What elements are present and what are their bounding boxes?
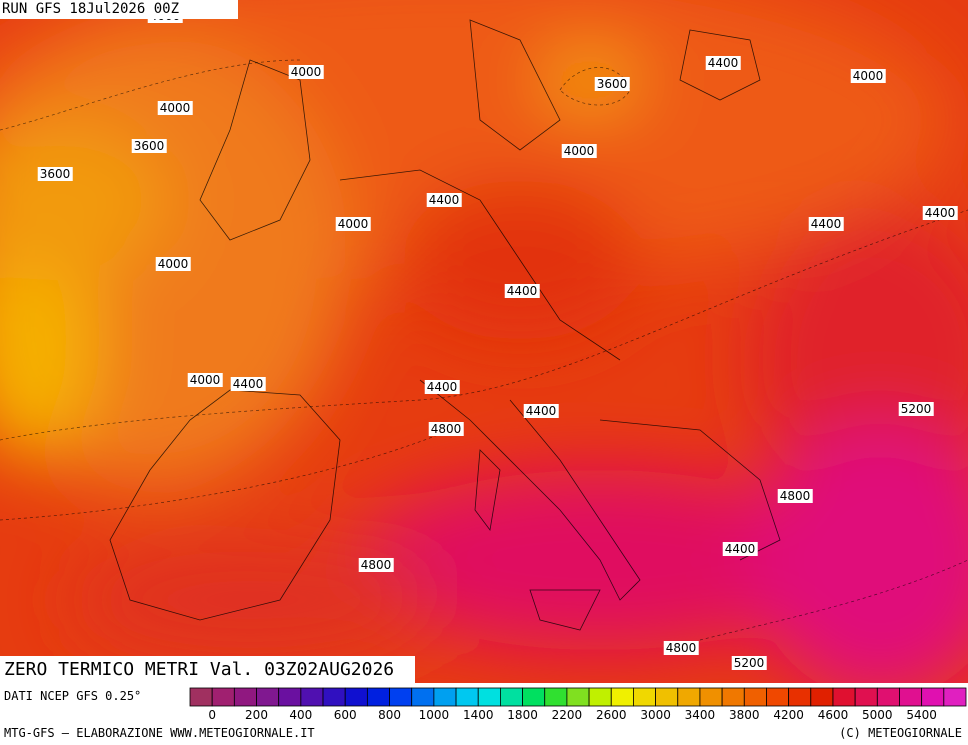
colorbar-label: 3800 — [729, 708, 760, 722]
colorbar-swatch — [854, 687, 878, 707]
colorbar-swatch — [433, 687, 457, 707]
colorbar-label: 0 — [208, 708, 216, 722]
colorbar-label: 3000 — [640, 708, 671, 722]
contour-label: 4800 — [777, 489, 813, 503]
colorbar-swatch — [300, 687, 324, 707]
contour-label: 4000 — [288, 65, 324, 79]
contour-label: 4000 — [155, 257, 191, 271]
contour-label: 4800 — [358, 558, 394, 572]
colorbar-label: 1000 — [419, 708, 450, 722]
colorbar-swatch — [677, 687, 701, 707]
colorbar-swatch — [211, 687, 235, 707]
contour-label: 4000 — [335, 217, 371, 231]
colorbar-label: 1400 — [463, 708, 494, 722]
colorbar-swatch — [921, 687, 945, 707]
colorbar-swatch — [344, 687, 368, 707]
contour-label: 5200 — [898, 402, 934, 416]
contour-label: 4400 — [705, 56, 741, 70]
colorbar-swatch — [899, 687, 923, 707]
colorbar-swatch — [455, 687, 479, 707]
colorbar-label: 800 — [378, 708, 401, 722]
colorbar-swatch — [256, 687, 280, 707]
colorbar-swatch — [610, 687, 634, 707]
colorbar-swatch — [943, 687, 967, 707]
contour-label: 4400 — [230, 377, 266, 391]
contour-label: 4400 — [523, 404, 559, 418]
colorbar-label: 4600 — [818, 708, 849, 722]
colorbar-swatch — [721, 687, 745, 707]
colorbar-swatch — [876, 687, 900, 707]
colorbar-swatch — [566, 687, 590, 707]
contour-label: 4400 — [426, 193, 462, 207]
colorbar-swatch — [743, 687, 767, 707]
colorbar-swatch — [411, 687, 435, 707]
colorbar-swatch — [544, 687, 568, 707]
colorbar-swatch — [477, 687, 501, 707]
colorbar-swatch — [278, 687, 302, 707]
colorbar-swatch — [766, 687, 790, 707]
colorbar-swatch — [633, 687, 657, 707]
colorbar-swatch — [366, 687, 390, 707]
contour-label: 4400 — [424, 380, 460, 394]
colorbar-label: 600 — [334, 708, 357, 722]
colorbar-swatch — [233, 687, 257, 707]
contour-label: 4000 — [561, 144, 597, 158]
map — [0, 0, 968, 683]
colorbar-swatch — [655, 687, 679, 707]
contour-label: 4400 — [922, 206, 958, 220]
colorbar-label: 200 — [245, 708, 268, 722]
contour-label: 4800 — [428, 422, 464, 436]
colorbar-label: 5400 — [906, 708, 937, 722]
footer-right: (C) METEOGIORNALE — [839, 726, 962, 740]
contour-label: 4000 — [187, 373, 223, 387]
contour-label: 5200 — [731, 656, 767, 670]
contour-label: 4400 — [504, 284, 540, 298]
colorbar-label: 5000 — [862, 708, 893, 722]
contour-label: 4000 — [850, 69, 886, 83]
colorbar-label: 400 — [289, 708, 312, 722]
colorbar-label: 4200 — [773, 708, 804, 722]
contour-label: 3600 — [37, 167, 73, 181]
colorbar-swatch — [588, 687, 612, 707]
contour-label: 4000 — [157, 101, 193, 115]
colorbar-swatch — [810, 687, 834, 707]
colorbar-swatch — [832, 687, 856, 707]
colorbar-label: 2200 — [552, 708, 583, 722]
contour-label: 4400 — [722, 542, 758, 556]
colorbar-swatch — [499, 687, 523, 707]
colorbar-swatch — [788, 687, 812, 707]
contour-label: 4400 — [808, 217, 844, 231]
colorbar-label: 1800 — [507, 708, 538, 722]
colorbar-swatch — [522, 687, 546, 707]
contour-label: 3600 — [594, 77, 630, 91]
colorbar-swatch — [699, 687, 723, 707]
colorbar: 0 200 400 600 800 1000 1400 1800 2200 2600 3000 340… — [189, 687, 967, 722]
colorbar-swatch — [189, 687, 213, 707]
run-header: RUN GFS 18Jul2026 00Z — [0, 0, 238, 19]
data-source: DATI NCEP GFS 0.25° — [4, 689, 142, 703]
colorbar-swatch — [389, 687, 413, 707]
contour-label: 4800 — [663, 641, 699, 655]
footer-left: MTG-GFS — ELABORAZIONE WWW.METEOGIORNALE… — [4, 726, 315, 740]
colorbar-label: 2600 — [596, 708, 627, 722]
title-box — [0, 656, 415, 683]
map-title: ZERO TERMICO METRI Val. 03Z02AUG2026 — [4, 659, 395, 680]
contour-label: 3600 — [131, 139, 167, 153]
colorbar-label: 3400 — [685, 708, 716, 722]
colorbar-swatch — [322, 687, 346, 707]
